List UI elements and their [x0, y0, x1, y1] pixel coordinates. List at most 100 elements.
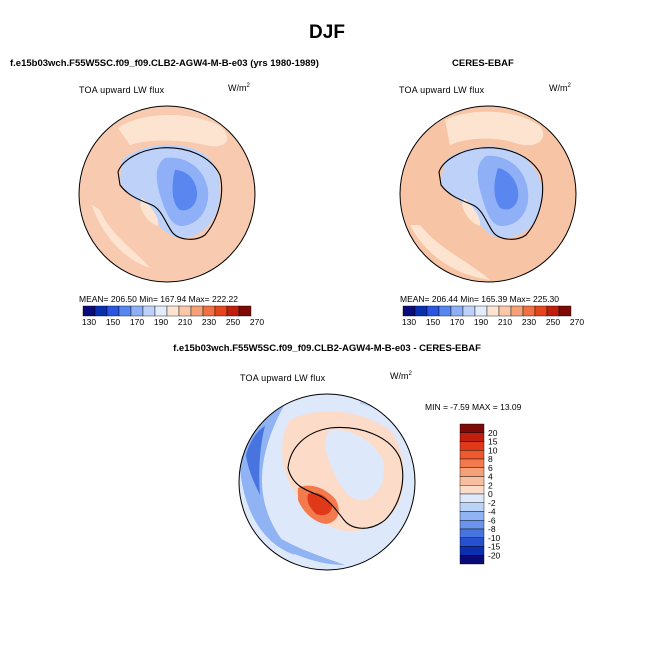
observation-subtitle: CERES-EBAF	[452, 58, 514, 69]
panel2-colorbar-swatch	[402, 305, 416, 317]
panel1-variable-label: TOA upward LW flux	[79, 85, 165, 95]
panel1-colorbar-swatch	[106, 305, 120, 317]
panel2-colorbar-tick-label: 250	[546, 317, 560, 327]
panel1-colorbar-swatch	[226, 305, 240, 317]
panel1-colorbar-swatch	[202, 305, 216, 317]
panel2-colorbar-swatch	[462, 305, 476, 317]
panel3-colorbar-tick-label: 15	[488, 437, 498, 447]
panel3-colorbar-tick-label: -8	[488, 524, 496, 534]
panel3-colorbar-swatch	[459, 537, 485, 547]
panel2-colorbar-tick-label: 210	[498, 317, 512, 327]
panel3-colorbar-tick-label: 8	[488, 454, 493, 464]
panel1-colorbar-swatch	[118, 305, 132, 317]
figure-title: DJF	[309, 22, 345, 43]
panel3-colorbar-swatch	[459, 467, 485, 477]
panel1-antarctica-coastline	[117, 147, 223, 240]
panel2-colorbar-swatch	[450, 305, 464, 317]
panel3-colorbar-tick-label: 4	[488, 472, 493, 482]
panel3-colorbar-tick-label: 2	[488, 480, 493, 490]
panel3-colorbar-swatch	[459, 511, 485, 521]
panel1-colorbar-tick-label: 230	[202, 317, 216, 327]
panel3-colorbar-swatch	[459, 546, 485, 556]
panel1-colorbar-tick-label: 250	[226, 317, 240, 327]
panel3-colorbar-tick-label: -6	[488, 515, 496, 525]
panel1-colorbar-swatch	[154, 305, 168, 317]
panel3-colorbar-tick-label: -10	[488, 533, 501, 543]
panel3-colorbar-tick-label: 20	[488, 428, 498, 438]
panel3-colorbar-tick-label: -4	[488, 507, 496, 517]
panel3-colorbar-swatch	[459, 528, 485, 538]
panel1-polar-map	[79, 106, 255, 282]
panel3-stats: MIN = -7.59 MAX = 13.09	[425, 402, 522, 412]
panel3-colorbar-swatch	[459, 502, 485, 512]
panel3-colorbar-swatch	[459, 493, 485, 503]
panel3-colorbar-swatch	[459, 520, 485, 530]
panel3-colorbar-tick-label: 10	[488, 445, 498, 455]
panel3-colorbar-swatch	[459, 450, 485, 460]
panel3-colorbar-swatch	[459, 476, 485, 486]
panel2-colorbar-tick-label: 230	[522, 317, 536, 327]
panel2-colorbar-swatch	[414, 305, 428, 317]
panel3-colorbar-tick-label: -15	[488, 542, 501, 552]
difference-subtitle: f.e15b03wch.F55W5SC.f09_f09.CLB2-AGW4-M-…	[173, 343, 481, 354]
panel2-colorbar-swatch	[438, 305, 452, 317]
panel2-colorbar-tick-label: 270	[570, 317, 584, 327]
panel1-colorbar-swatch	[214, 305, 228, 317]
panel2-colorbar-tick-label: 150	[426, 317, 440, 327]
panel3-variable-label: TOA upward LW flux	[240, 373, 326, 383]
panel2-colorbar-swatch	[558, 305, 572, 317]
panel3-colorbar-swatch	[459, 458, 485, 468]
panel2-map-border	[399, 105, 577, 283]
panel2-colorbar-swatch	[510, 305, 524, 317]
panel2-stats: MEAN= 206.44 Min= 165.39 Max= 225.30	[400, 294, 560, 304]
panel2-colorbar-swatch	[522, 305, 536, 317]
panel3-difference-map	[239, 394, 415, 570]
panel2-colorbar-swatch	[474, 305, 488, 317]
panel1-colorbar-swatch	[142, 305, 156, 317]
panel3-colorbar-tick-label: 6	[488, 463, 493, 473]
panel1-colorbar-tick-label: 150	[106, 317, 120, 327]
panel2-colorbar-swatch	[498, 305, 512, 317]
panel1-map-border	[78, 105, 256, 283]
panel1-colorbar: 130 150 170 190 210 230 250 270	[82, 305, 264, 327]
panel1-colorbar-swatch	[178, 305, 192, 317]
panel3-map-border	[238, 393, 416, 571]
panel3-colorbar-swatch	[459, 432, 485, 442]
panel1-colorbar-tick-label: 130	[82, 317, 96, 327]
panel2-colorbar-swatch	[546, 305, 560, 317]
model-subtitle: f.e15b03wch.F55W5SC.f09_f09.CLB2-AGW4-M-…	[10, 58, 319, 69]
panel2-colorbar-tick-label: 190	[474, 317, 488, 327]
panel3-colorbar-swatch	[459, 555, 485, 565]
panel2-variable-label: TOA upward LW flux	[399, 85, 485, 95]
panel3-colorbar-tick-label: 0	[488, 489, 493, 499]
panel2-colorbar-swatch	[426, 305, 440, 317]
panel2-colorbar-tick-label: 130	[402, 317, 416, 327]
panel2-colorbar-tick-label: 170	[450, 317, 464, 327]
panel1-colorbar-tick-label: 270	[250, 317, 264, 327]
panel3-colorbar-swatch	[459, 485, 485, 495]
panel2-colorbar: 130 150 170 190 210 230 250 270	[402, 305, 584, 327]
panel1-colorbar-swatch	[190, 305, 204, 317]
panel3-colorbar-swatch	[459, 423, 485, 433]
panel1-colorbar-swatch	[238, 305, 252, 317]
panel2-antarctica-coastline	[438, 147, 544, 240]
panel2-units-label: W/m2	[549, 83, 571, 93]
panel2-colorbar-swatch	[534, 305, 548, 317]
panel2-colorbar-swatch	[486, 305, 500, 317]
panel3-colorbar-tick-label: -20	[488, 550, 501, 560]
panel1-colorbar-swatch	[166, 305, 180, 317]
panel1-colorbar-tick-label: 170	[130, 317, 144, 327]
panel1-colorbar-swatch	[94, 305, 108, 317]
panel1-colorbar-tick-label: 190	[154, 317, 168, 327]
panel3-units-label: W/m2	[390, 371, 412, 381]
panel1-stats: MEAN= 206.50 Min= 167.94 Max= 222.22	[79, 294, 239, 304]
panel2-polar-map	[400, 106, 576, 282]
panel1-units-label: W/m2	[228, 83, 250, 93]
panel3-colorbar-tick-label: -2	[488, 498, 496, 508]
panel1-colorbar-swatch	[82, 305, 96, 317]
panel3-colorbar-swatch	[459, 441, 485, 451]
panel1-colorbar-swatch	[130, 305, 144, 317]
panel3-antarctica-coastline	[287, 426, 404, 529]
